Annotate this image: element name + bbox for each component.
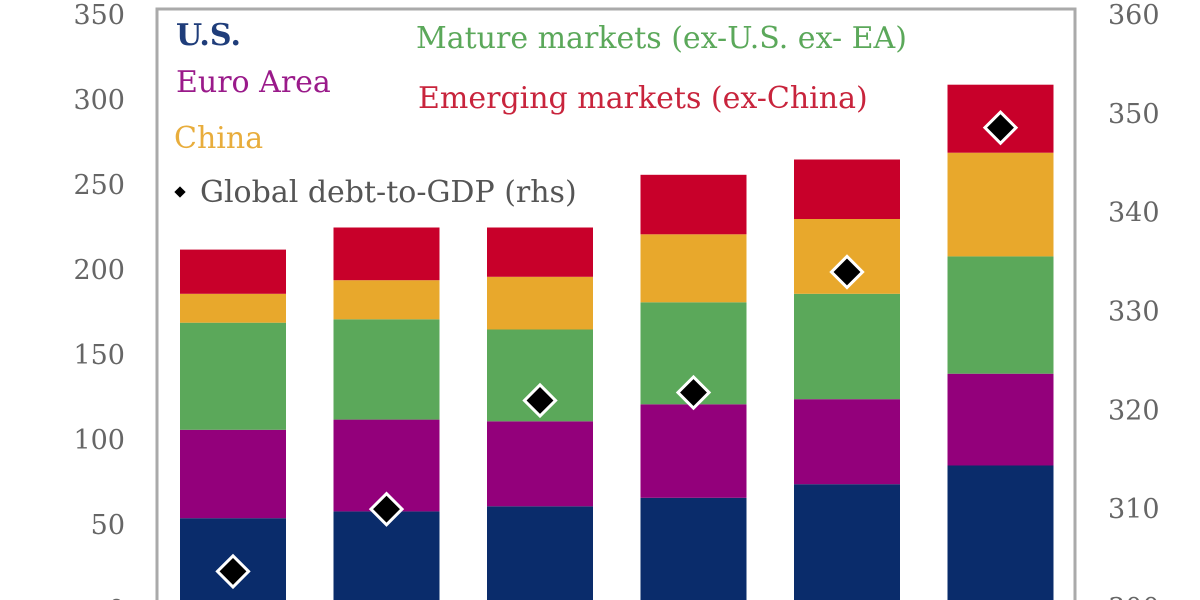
left-tick-label: 50: [91, 510, 125, 541]
bar-segment-3-0: [180, 293, 286, 323]
bar-segment-3-2: [487, 276, 593, 330]
right-tick-label: 320: [1108, 395, 1160, 426]
bar-segment-2-5: [947, 256, 1054, 374]
right-tick-label: 300: [1108, 593, 1160, 600]
legend-diamond-icon: [174, 186, 186, 198]
bar-segment-1-3: [640, 404, 747, 498]
legend-emerging-markets: Emerging markets (ex-China): [418, 81, 868, 116]
bar-segment-1-4: [794, 399, 900, 485]
bar-segment-1-2: [487, 421, 593, 507]
debt-to-gdp-marker-1: [368, 491, 405, 527]
right-axis: 300 310 320 330 340 350 360: [1108, 0, 1160, 600]
left-tick-label: 350: [73, 0, 125, 31]
bar-segment-3-3: [640, 234, 747, 303]
bar-segment-1-0: [180, 429, 286, 519]
legend-global-debt: Global debt-to-GDP (rhs): [200, 175, 577, 210]
bar-segment-2-1: [333, 319, 440, 420]
bar-segment-0-3: [640, 497, 747, 600]
legend: U.S. Euro Area China Global debt-to-GDP …: [174, 18, 907, 210]
plot-frame: [155, 7, 1077, 600]
bars: [180, 84, 1054, 600]
bar-segment-0-2: [487, 506, 593, 600]
debt-to-gdp-markers: [215, 109, 1019, 590]
bar-segment-0-4: [794, 484, 900, 600]
legend-euro-area: Euro Area: [176, 65, 331, 100]
left-tick-label: 250: [73, 170, 125, 201]
bar-segment-1-5: [947, 373, 1054, 466]
right-tick-label: 330: [1108, 297, 1160, 328]
bar-segment-3-5: [947, 152, 1054, 257]
bar-segment-2-4: [794, 293, 900, 400]
legend-mature-markets: Mature markets (ex-U.S. ex- EA): [416, 21, 907, 56]
bar-segment-4-1: [333, 227, 440, 281]
left-tick-label: 200: [73, 255, 125, 286]
left-tick-label: 0: [108, 595, 125, 600]
bar-segment-4-3: [640, 174, 747, 235]
left-tick-label: 100: [73, 425, 125, 456]
debt-to-gdp-marker-2: [522, 382, 558, 419]
bar-segment-4-4: [794, 159, 900, 219]
legend-us: U.S.: [176, 18, 241, 53]
bar-segment-3-1: [333, 280, 440, 320]
debt-to-gdp-marker-3: [675, 374, 712, 411]
debt-to-gdp-marker-4: [829, 254, 865, 290]
debt-to-gdp-marker-0: [215, 553, 251, 590]
bar-segment-4-0: [180, 249, 286, 294]
legend-china: China: [174, 121, 263, 156]
left-tick-label: 300: [73, 85, 125, 116]
left-tick-label: 150: [73, 340, 125, 371]
bar-segment-4-2: [487, 227, 593, 277]
right-tick-label: 310: [1108, 494, 1160, 525]
debt-to-gdp-marker-5: [982, 109, 1019, 146]
bar-segment-0-5: [947, 465, 1054, 600]
left-axis: 0 50 100 150 200 250 300 350: [73, 0, 125, 600]
right-tick-label: 340: [1108, 198, 1160, 229]
bar-segment-2-0: [180, 322, 286, 430]
right-tick-label: 350: [1108, 99, 1160, 130]
right-tick-label: 360: [1108, 0, 1160, 31]
